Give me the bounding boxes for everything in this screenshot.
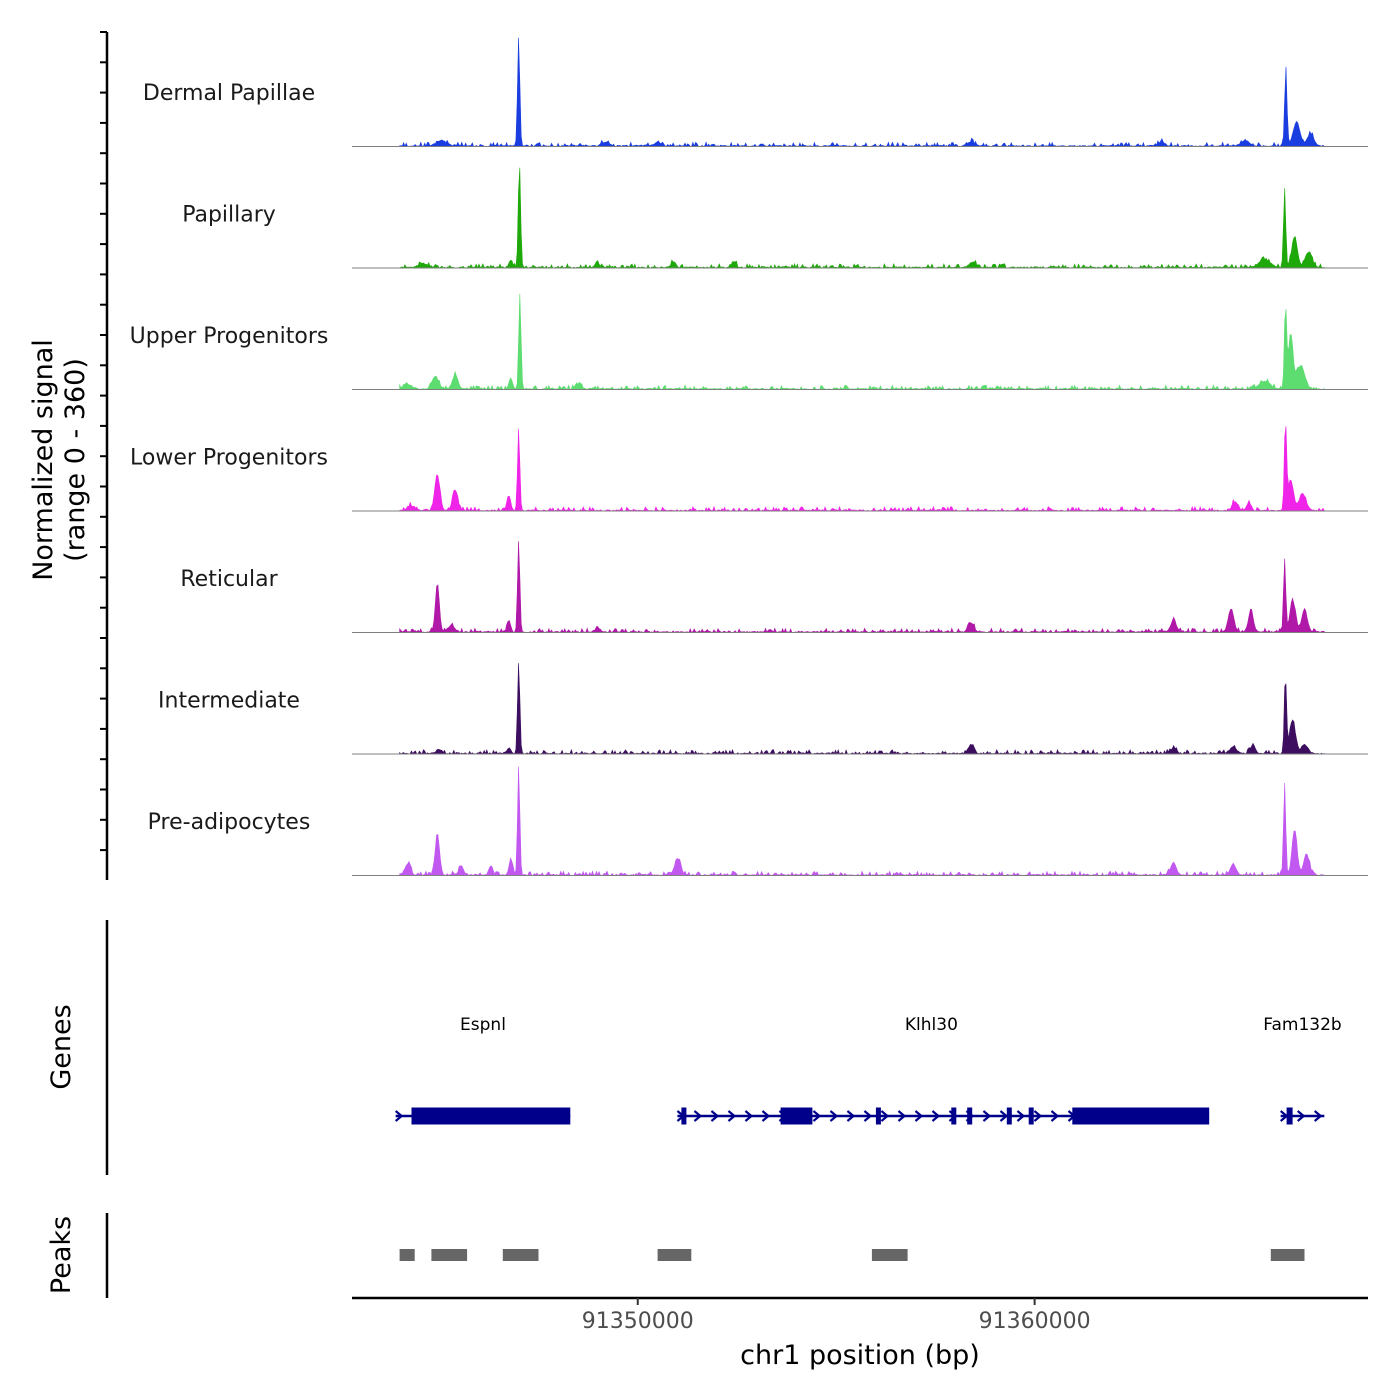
track-label: Pre-adipocytes: [148, 810, 311, 835]
signal-area: [399, 541, 1325, 634]
strand-arrow: [914, 1110, 924, 1122]
strand-arrow: [846, 1110, 856, 1122]
gene-exon: [967, 1107, 973, 1125]
strand-arrow: [931, 1110, 941, 1122]
peaks-panel-label: Peaks: [46, 1216, 77, 1294]
strand-arrow: [1296, 1110, 1306, 1122]
gene-label: Klhl30: [905, 1015, 958, 1035]
strand-arrow: [880, 1110, 890, 1122]
x-axis-title: chr1 position (bp): [740, 1340, 980, 1371]
gene-label: Fam132b: [1263, 1015, 1341, 1035]
strand-arrow: [394, 1110, 404, 1122]
gene-label: Espnl: [460, 1015, 506, 1035]
peak-region: [1270, 1249, 1305, 1261]
track-label: Intermediate: [158, 689, 300, 714]
track-intermediate: Intermediate: [158, 663, 1368, 755]
gene-exon: [681, 1107, 687, 1125]
strand-arrow: [829, 1110, 839, 1122]
genes-panel-label: Genes: [46, 1004, 77, 1089]
gene-klhl30: Klhl30: [676, 1015, 1210, 1125]
signal-area: [399, 426, 1325, 512]
gene-fam132b: Fam132b: [1263, 1015, 1342, 1125]
track-reticular: Reticular: [180, 541, 1368, 634]
x-axis-ticks: 91350000 91360000: [582, 1298, 1091, 1334]
strand-arrow: [727, 1110, 737, 1122]
strand-arrow: [812, 1110, 822, 1122]
peak-region: [871, 1249, 908, 1261]
gene-exon: [1006, 1107, 1012, 1125]
peak-regions: [399, 1249, 1305, 1261]
track-upper-progenitors: Upper Progenitors: [130, 293, 1368, 391]
track-label: Reticular: [180, 567, 278, 592]
gene-exon: [1072, 1107, 1210, 1125]
gene-annotations: Espnl Klhl30 Fam132b: [394, 1015, 1342, 1125]
peak-region: [431, 1249, 468, 1261]
signal-area: [399, 766, 1325, 877]
strand-arrow: [693, 1110, 703, 1122]
signal-area: [399, 293, 1325, 391]
track-label: Upper Progenitors: [130, 324, 329, 349]
gene-exon: [875, 1107, 881, 1125]
gene-exon: [1028, 1107, 1034, 1125]
strand-arrow: [1313, 1110, 1323, 1122]
track-papillary: Papillary: [182, 167, 1368, 269]
strand-arrow: [863, 1110, 873, 1122]
gene-exon: [411, 1107, 477, 1125]
peak-region: [399, 1249, 415, 1261]
signal-area: [399, 167, 1325, 269]
peak-region: [657, 1249, 692, 1261]
track-label: Lower Progenitors: [130, 446, 328, 471]
track-pre-adipocytes: Pre-adipocytes: [148, 766, 1368, 877]
y-axis-title: Normalized signal (range 0 - 360): [28, 339, 91, 581]
track-label: Dermal Papillae: [143, 81, 315, 106]
gene-espnl: Espnl: [394, 1015, 571, 1125]
signal-area: [399, 37, 1325, 148]
gene-exon: [1286, 1107, 1293, 1125]
strand-arrow: [710, 1110, 720, 1122]
signal-tracks: Dermal Papillae Papillary Upper Progenitor…: [130, 37, 1368, 877]
track-lower-progenitors: Lower Progenitors: [130, 426, 1368, 512]
x-tick-label: 91360000: [979, 1309, 1091, 1334]
signal-area: [399, 663, 1325, 755]
strand-arrow: [999, 1110, 1009, 1122]
track-dermal-papillae: Dermal Papillae: [143, 37, 1368, 148]
strand-arrow: [761, 1110, 771, 1122]
strand-arrow: [1033, 1110, 1043, 1122]
strand-arrow: [1016, 1110, 1026, 1122]
strand-arrow: [897, 1110, 907, 1122]
track-label: Papillary: [182, 203, 276, 228]
y-axis-title-line2: (range 0 - 360): [60, 358, 91, 562]
strand-arrow: [744, 1110, 754, 1122]
gene-exon: [951, 1107, 957, 1125]
y-axis-title-line1: Normalized signal: [28, 339, 59, 581]
strand-arrow: [982, 1110, 992, 1122]
peak-region: [502, 1249, 539, 1261]
strand-arrow: [1050, 1110, 1060, 1122]
gene-exon: [780, 1107, 813, 1125]
gene-exon: [477, 1107, 571, 1125]
signal-y-ticks: [100, 31, 107, 852]
x-tick-label: 91350000: [582, 1309, 694, 1334]
